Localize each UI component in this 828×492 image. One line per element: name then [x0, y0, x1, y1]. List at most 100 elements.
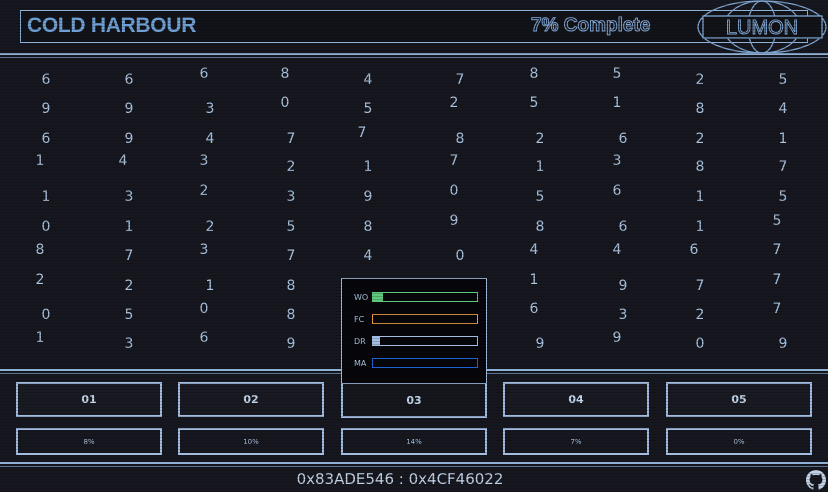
grid-number[interactable]: 5 [535, 189, 545, 205]
grid-number[interactable]: 8 [535, 219, 545, 235]
grid-number[interactable]: 8 [529, 66, 539, 82]
grid-number[interactable]: 2 [286, 159, 296, 175]
grid-number[interactable]: 5 [529, 95, 539, 111]
bin-03[interactable]: 03 [341, 383, 487, 418]
grid-number[interactable]: 7 [772, 301, 782, 317]
grid-number[interactable]: 0 [449, 183, 459, 199]
grid-number[interactable]: 4 [778, 101, 788, 117]
grid-number[interactable]: 5 [772, 213, 782, 229]
grid-number[interactable]: 2 [199, 183, 209, 199]
grid-number[interactable]: 7 [455, 72, 465, 88]
grid-number[interactable]: 4 [205, 131, 215, 147]
grid-number[interactable]: 7 [778, 159, 788, 175]
grid-number[interactable]: 9 [363, 189, 373, 205]
grid-number[interactable]: 6 [529, 301, 539, 317]
grid-number[interactable]: 6 [124, 72, 134, 88]
grid-number[interactable]: 7 [695, 278, 705, 294]
grid-number[interactable]: 6 [41, 72, 51, 88]
bin-02[interactable]: 02 [178, 382, 324, 417]
grid-number[interactable]: 4 [612, 242, 622, 258]
grid-number[interactable]: 7 [772, 272, 782, 288]
grid-number[interactable]: 9 [618, 278, 628, 294]
grid-number[interactable]: 7 [357, 125, 367, 141]
grid-number[interactable]: 1 [695, 189, 705, 205]
grid-number[interactable]: 6 [618, 131, 628, 147]
grid-number[interactable]: 1 [363, 159, 373, 175]
grid-number[interactable]: 8 [455, 131, 465, 147]
github-icon[interactable] [806, 470, 826, 490]
grid-number[interactable]: 5 [363, 101, 373, 117]
grid-number[interactable]: 9 [124, 131, 134, 147]
grid-number[interactable]: 2 [449, 95, 459, 111]
grid-number[interactable]: 2 [535, 131, 545, 147]
grid-number[interactable]: 2 [35, 272, 45, 288]
grid-number[interactable]: 1 [695, 219, 705, 235]
grid-number[interactable]: 8 [695, 101, 705, 117]
grid-number[interactable]: 7 [772, 242, 782, 258]
grid-number[interactable]: 0 [695, 336, 705, 352]
grid-number[interactable]: 3 [612, 153, 622, 169]
grid-number[interactable]: 7 [449, 153, 459, 169]
grid-number[interactable]: 3 [124, 189, 134, 205]
grid-number[interactable]: 9 [41, 101, 51, 117]
grid-number[interactable]: 4 [529, 242, 539, 258]
grid-number[interactable]: 1 [35, 330, 45, 346]
grid-number[interactable]: 4 [363, 248, 373, 264]
grid-number[interactable]: 8 [286, 278, 296, 294]
grid-number[interactable]: 2 [124, 278, 134, 294]
grid-number[interactable]: 4 [363, 72, 373, 88]
grid-number[interactable]: 2 [205, 219, 215, 235]
grid-number[interactable]: 3 [618, 307, 628, 323]
grid-number[interactable]: 1 [205, 278, 215, 294]
grid-number[interactable]: 0 [280, 95, 290, 111]
grid-number[interactable]: 0 [41, 307, 51, 323]
grid-number[interactable]: 3 [124, 336, 134, 352]
grid-number[interactable]: 1 [612, 95, 622, 111]
grid-number[interactable]: 9 [535, 336, 545, 352]
bin-04[interactable]: 04 [503, 382, 649, 417]
bin-01[interactable]: 01 [16, 382, 162, 417]
grid-number[interactable]: 1 [124, 219, 134, 235]
grid-number[interactable]: 8 [363, 219, 373, 235]
grid-number[interactable]: 6 [199, 66, 209, 82]
grid-number[interactable]: 9 [612, 330, 622, 346]
grid-number[interactable]: 8 [286, 307, 296, 323]
grid-number[interactable]: 9 [124, 101, 134, 117]
grid-number[interactable]: 5 [124, 307, 134, 323]
grid-number[interactable]: 1 [535, 159, 545, 175]
grid-number[interactable]: 9 [449, 213, 459, 229]
grid-number[interactable]: 0 [41, 219, 51, 235]
grid-number[interactable]: 1 [35, 153, 45, 169]
grid-number[interactable]: 1 [778, 131, 788, 147]
grid-number[interactable]: 3 [286, 189, 296, 205]
grid-number[interactable]: 7 [286, 248, 296, 264]
grid-number[interactable]: 0 [199, 301, 209, 317]
grid-number[interactable]: 5 [778, 72, 788, 88]
grid-number[interactable]: 3 [199, 242, 209, 258]
grid-number[interactable]: 5 [612, 66, 622, 82]
grid-number[interactable]: 3 [199, 153, 209, 169]
grid-number[interactable]: 6 [618, 219, 628, 235]
grid-number[interactable]: 5 [286, 219, 296, 235]
grid-number[interactable]: 9 [778, 336, 788, 352]
grid-number[interactable]: 2 [695, 307, 705, 323]
grid-number[interactable]: 2 [695, 131, 705, 147]
grid-number[interactable]: 6 [689, 242, 699, 258]
grid-number[interactable]: 8 [35, 242, 45, 258]
grid-number[interactable]: 9 [286, 336, 296, 352]
grid-number[interactable]: 1 [41, 189, 51, 205]
grid-number[interactable]: 3 [205, 101, 215, 117]
grid-number[interactable]: 6 [199, 330, 209, 346]
grid-number[interactable]: 2 [695, 72, 705, 88]
grid-number[interactable]: 6 [41, 131, 51, 147]
grid-number[interactable]: 1 [529, 272, 539, 288]
grid-number[interactable]: 5 [778, 189, 788, 205]
grid-number[interactable]: 7 [124, 248, 134, 264]
grid-number[interactable]: 6 [612, 183, 622, 199]
grid-number[interactable]: 8 [280, 66, 290, 82]
grid-number[interactable]: 8 [695, 159, 705, 175]
grid-number[interactable]: 4 [118, 153, 128, 169]
bin-05[interactable]: 05 [666, 382, 812, 417]
grid-number[interactable]: 0 [455, 248, 465, 264]
grid-number[interactable]: 7 [286, 131, 296, 147]
